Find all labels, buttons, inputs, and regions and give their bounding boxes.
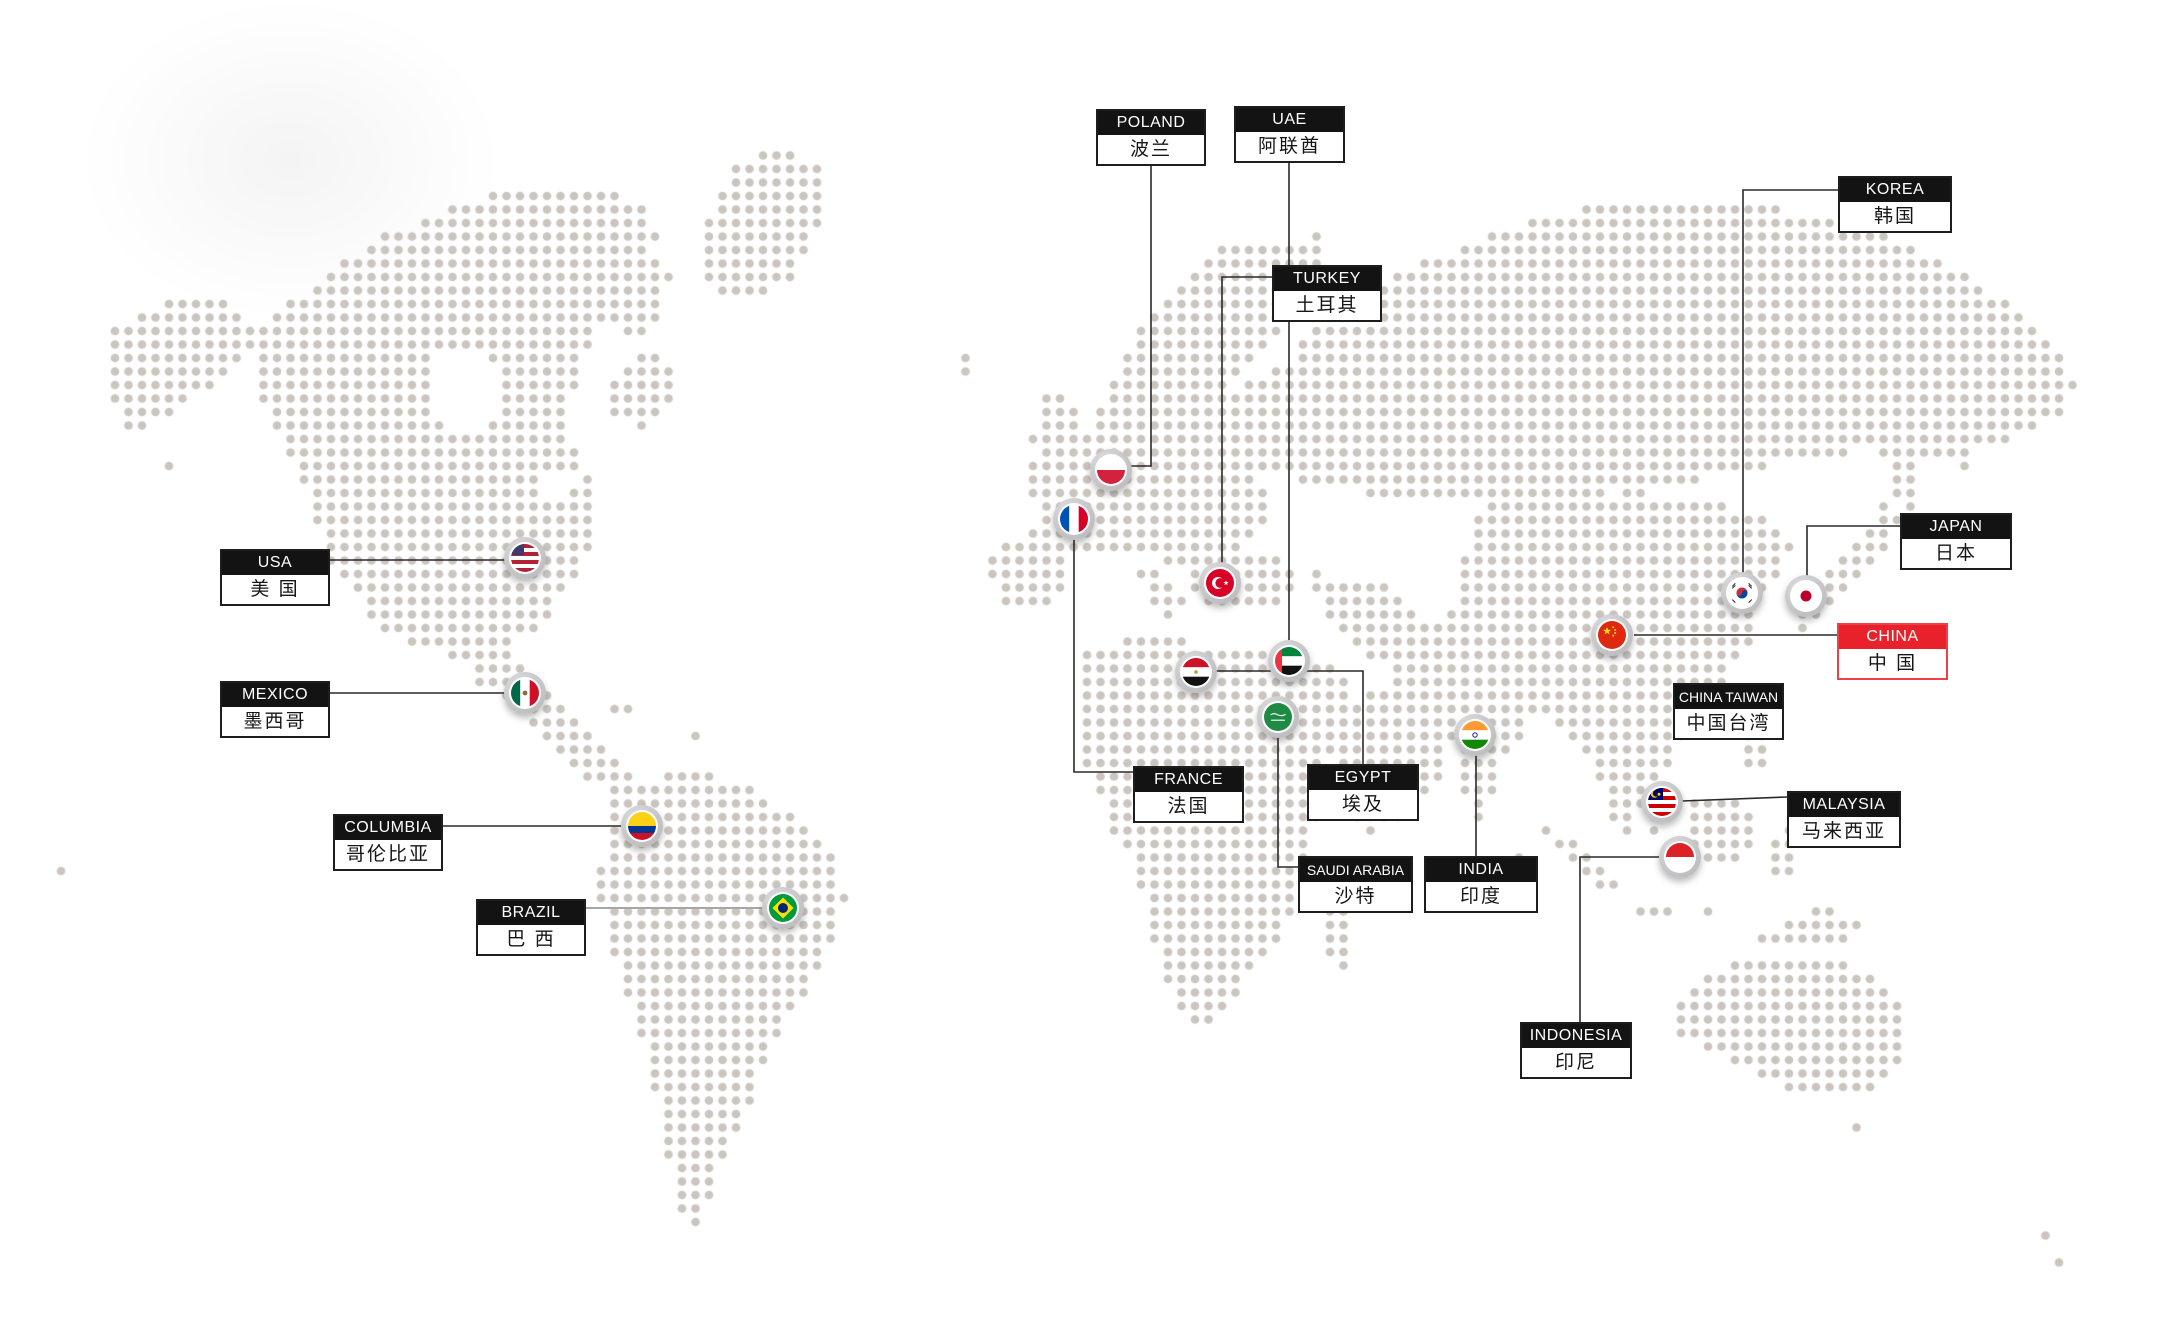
country-pin-columbia[interactable] (621, 805, 663, 847)
country-pin-india[interactable] (1454, 714, 1496, 756)
country-name-zh: 韩国 (1840, 202, 1950, 231)
country-label-india: INDIA 印度 (1424, 856, 1538, 913)
country-pin-egypt[interactable] (1175, 651, 1217, 693)
country-pin-turkey[interactable] (1199, 562, 1241, 604)
country-pin-saudi-arabia[interactable] (1257, 696, 1299, 738)
mexico-flag-icon (511, 679, 539, 707)
country-name-zh: 印尼 (1522, 1048, 1630, 1077)
country-pin-mexico[interactable] (504, 672, 546, 714)
country-name-zh: 沙特 (1300, 882, 1411, 911)
country-name-en: CHINA TAIWAN (1675, 685, 1782, 709)
country-name-zh: 墨西哥 (222, 707, 328, 736)
country-name-en: EGYPT (1309, 766, 1417, 790)
country-pin-poland[interactable] (1090, 449, 1132, 491)
country-name-en: KOREA (1840, 178, 1950, 202)
country-name-en: UAE (1236, 108, 1343, 132)
turkey-flag-icon (1206, 569, 1234, 597)
country-pin-france[interactable] (1053, 498, 1095, 540)
india-flag-icon (1461, 721, 1489, 749)
country-label-indonesia: INDONESIA 印尼 (1520, 1022, 1632, 1079)
country-name-zh: 巴 西 (478, 925, 584, 954)
country-label-mexico: MEXICO 墨西哥 (220, 681, 330, 738)
country-label-uae: UAE 阿联酋 (1234, 106, 1345, 163)
country-label-usa: USA 美 国 (220, 549, 330, 606)
china-flag-icon (1598, 621, 1626, 649)
country-pin-uae[interactable] (1268, 640, 1310, 682)
malaysia-flag-icon (1648, 788, 1676, 816)
country-label-poland: POLAND 波兰 (1096, 109, 1206, 166)
france-flag-icon (1060, 505, 1088, 533)
country-name-zh: 中 国 (1839, 649, 1946, 678)
country-name-en: INDIA (1426, 858, 1536, 882)
country-name-zh: 马来西亚 (1789, 817, 1899, 846)
country-name-en: POLAND (1098, 111, 1204, 135)
country-label-egypt: EGYPT 埃及 (1307, 764, 1419, 821)
country-name-zh: 土耳其 (1274, 291, 1380, 320)
indonesia-flag-icon (1666, 843, 1694, 871)
country-pin-china[interactable] (1591, 614, 1633, 656)
country-pin-japan[interactable] (1785, 575, 1827, 617)
country-name-zh: 美 国 (222, 575, 328, 604)
egypt-flag-icon (1182, 658, 1210, 686)
country-label-columbia: COLUMBIA 哥伦比亚 (333, 814, 443, 871)
country-name-en: MALAYSIA (1789, 793, 1899, 817)
country-name-en: USA (222, 551, 328, 575)
country-name-en: SAUDI ARABIA (1300, 858, 1411, 882)
country-name-en: CHINA (1839, 625, 1946, 649)
brazil-flag-icon (769, 894, 797, 922)
saudi-arabia-flag-icon (1264, 703, 1292, 731)
country-name-en: INDONESIA (1522, 1024, 1630, 1048)
poland-flag-icon (1097, 456, 1125, 484)
country-pin-indonesia[interactable] (1659, 836, 1701, 878)
country-label-china: CHINA 中 国 (1837, 623, 1948, 680)
country-name-en: JAPAN (1902, 515, 2010, 539)
country-name-zh: 日本 (1902, 539, 2010, 568)
usa-flag-icon (511, 544, 539, 572)
country-label-japan: JAPAN 日本 (1900, 513, 2012, 570)
country-name-en: FRANCE (1135, 768, 1242, 792)
country-pin-brazil[interactable] (762, 887, 804, 929)
country-name-en: TURKEY (1274, 267, 1380, 291)
country-pin-korea[interactable] (1721, 572, 1763, 614)
country-label-korea: KOREA 韩国 (1838, 176, 1952, 233)
country-label-brazil: BRAZIL 巴 西 (476, 899, 586, 956)
japan-flag-icon (1792, 582, 1820, 610)
korea-flag-icon (1728, 579, 1756, 607)
country-name-zh: 印度 (1426, 882, 1536, 911)
country-label-china-taiwan: CHINA TAIWAN 中国台湾 (1673, 683, 1784, 740)
country-pin-usa[interactable] (504, 537, 546, 579)
country-name-zh: 埃及 (1309, 790, 1417, 819)
country-name-zh: 阿联酋 (1236, 132, 1343, 161)
uae-flag-icon (1275, 647, 1303, 675)
country-pin-malaysia[interactable] (1641, 781, 1683, 823)
country-label-malaysia: MALAYSIA 马来西亚 (1787, 791, 1901, 848)
country-name-zh: 法国 (1135, 792, 1242, 821)
country-name-zh: 哥伦比亚 (335, 840, 441, 869)
country-label-france: FRANCE 法国 (1133, 766, 1244, 823)
country-name-en: COLUMBIA (335, 816, 441, 840)
country-name-zh: 波兰 (1098, 135, 1204, 164)
country-label-saudi-arabia: SAUDI ARABIA 沙特 (1298, 856, 1413, 913)
country-name-en: MEXICO (222, 683, 328, 707)
country-label-turkey: TURKEY 土耳其 (1272, 265, 1382, 322)
columbia-flag-icon (628, 812, 656, 840)
country-name-en: BRAZIL (478, 901, 584, 925)
country-name-zh: 中国台湾 (1675, 709, 1782, 738)
